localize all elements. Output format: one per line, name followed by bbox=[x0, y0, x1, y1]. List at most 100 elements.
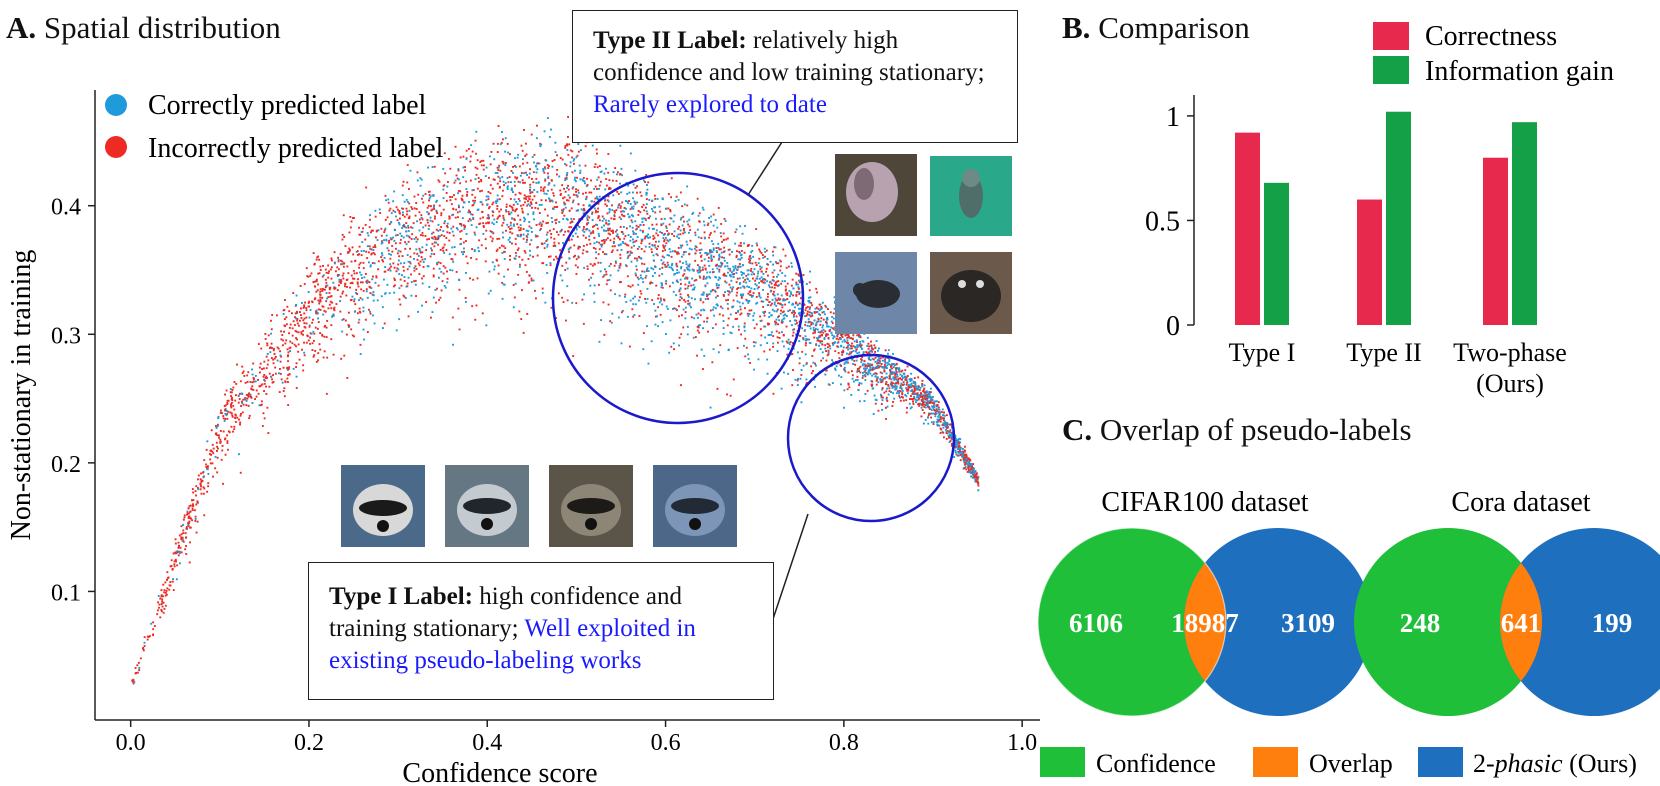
point-incorrect bbox=[416, 258, 419, 261]
point-correct bbox=[725, 281, 728, 284]
point-incorrect bbox=[969, 459, 972, 462]
point-correct bbox=[457, 178, 460, 181]
point-incorrect bbox=[548, 165, 550, 167]
point-incorrect bbox=[910, 395, 912, 397]
point-correct bbox=[533, 189, 536, 191]
point-incorrect bbox=[212, 475, 214, 478]
point-correct bbox=[911, 388, 914, 391]
point-correct bbox=[583, 180, 586, 183]
point-correct bbox=[790, 353, 793, 356]
point-incorrect bbox=[321, 305, 324, 308]
point-correct bbox=[315, 309, 318, 312]
point-correct bbox=[872, 366, 875, 369]
point-correct bbox=[947, 435, 950, 437]
point-incorrect bbox=[333, 251, 336, 254]
point-correct bbox=[529, 204, 531, 207]
point-incorrect bbox=[701, 268, 704, 271]
point-incorrect bbox=[444, 266, 447, 269]
point-incorrect bbox=[344, 245, 347, 247]
point-correct bbox=[680, 246, 683, 249]
point-incorrect bbox=[921, 379, 924, 382]
point-incorrect bbox=[325, 281, 328, 284]
point-correct bbox=[671, 267, 674, 270]
point-incorrect bbox=[357, 285, 360, 288]
point-correct bbox=[446, 185, 449, 188]
point-incorrect bbox=[646, 212, 649, 215]
point-correct bbox=[738, 301, 741, 304]
point-correct bbox=[401, 274, 403, 277]
point-incorrect bbox=[323, 350, 326, 353]
point-incorrect bbox=[856, 375, 859, 378]
point-incorrect bbox=[407, 240, 410, 243]
point-correct bbox=[831, 382, 834, 384]
point-incorrect bbox=[344, 282, 347, 285]
point-incorrect bbox=[405, 222, 408, 224]
point-incorrect bbox=[777, 302, 779, 305]
point-incorrect bbox=[420, 234, 422, 236]
point-incorrect bbox=[937, 419, 940, 422]
point-correct bbox=[701, 206, 704, 209]
point-incorrect bbox=[677, 252, 680, 255]
point-incorrect bbox=[445, 199, 448, 202]
point-incorrect bbox=[459, 156, 462, 159]
point-incorrect bbox=[898, 395, 901, 397]
point-incorrect bbox=[782, 310, 785, 313]
point-incorrect bbox=[329, 286, 332, 289]
point-incorrect bbox=[338, 284, 340, 287]
point-incorrect bbox=[870, 383, 873, 386]
point-incorrect bbox=[390, 265, 393, 268]
point-correct bbox=[602, 229, 605, 232]
point-correct bbox=[863, 363, 866, 366]
point-correct bbox=[504, 164, 507, 167]
point-correct bbox=[887, 349, 890, 352]
point-correct bbox=[440, 270, 443, 273]
point-correct bbox=[511, 189, 514, 192]
point-incorrect bbox=[492, 201, 495, 204]
point-incorrect bbox=[544, 208, 546, 211]
point-correct bbox=[871, 387, 874, 390]
point-correct bbox=[599, 171, 602, 173]
point-incorrect bbox=[698, 212, 701, 215]
point-correct bbox=[442, 230, 445, 232]
point-incorrect bbox=[805, 362, 808, 365]
point-correct bbox=[646, 235, 649, 237]
point-correct bbox=[860, 346, 862, 348]
point-incorrect bbox=[469, 179, 472, 182]
point-incorrect bbox=[303, 354, 306, 357]
point-correct bbox=[358, 318, 361, 321]
point-correct bbox=[863, 371, 866, 373]
point-correct bbox=[534, 234, 537, 237]
point-correct bbox=[737, 310, 739, 313]
point-incorrect bbox=[364, 224, 367, 226]
point-incorrect bbox=[871, 380, 874, 383]
point-correct bbox=[178, 552, 181, 555]
point-correct bbox=[747, 357, 750, 360]
point-incorrect bbox=[502, 189, 504, 192]
point-incorrect bbox=[721, 262, 724, 265]
point-correct bbox=[812, 329, 815, 331]
point-correct bbox=[622, 242, 625, 244]
point-correct bbox=[908, 402, 911, 405]
point-incorrect bbox=[553, 206, 556, 208]
point-correct bbox=[881, 379, 884, 381]
point-incorrect bbox=[478, 180, 480, 183]
point-incorrect bbox=[945, 438, 948, 440]
point-incorrect bbox=[813, 349, 815, 352]
point-correct bbox=[777, 316, 779, 319]
point-correct bbox=[718, 254, 721, 257]
point-correct bbox=[508, 236, 511, 239]
point-incorrect bbox=[481, 203, 484, 206]
point-incorrect bbox=[315, 278, 318, 281]
point-incorrect bbox=[892, 382, 894, 385]
point-incorrect bbox=[362, 267, 365, 270]
point-incorrect bbox=[330, 295, 333, 297]
point-incorrect bbox=[270, 357, 273, 359]
point-incorrect bbox=[469, 211, 471, 214]
point-incorrect bbox=[822, 331, 825, 334]
point-correct bbox=[972, 467, 975, 470]
point-correct bbox=[692, 336, 695, 339]
point-correct bbox=[711, 240, 713, 243]
point-correct bbox=[609, 208, 611, 211]
point-incorrect bbox=[591, 211, 594, 214]
point-correct bbox=[886, 376, 888, 379]
